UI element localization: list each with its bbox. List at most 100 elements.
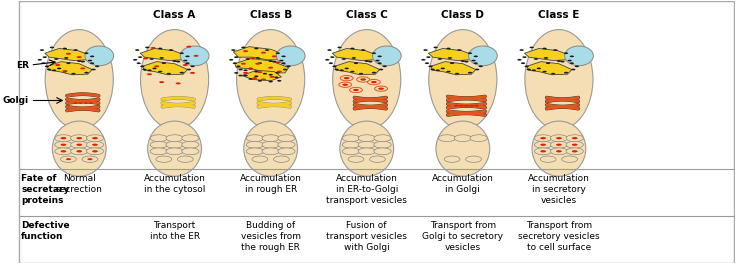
Ellipse shape (254, 71, 258, 72)
Text: ER: ER (16, 60, 29, 69)
Ellipse shape (339, 82, 352, 87)
Ellipse shape (358, 135, 375, 142)
Ellipse shape (478, 65, 483, 67)
Ellipse shape (60, 150, 66, 152)
Ellipse shape (74, 102, 78, 104)
Ellipse shape (133, 59, 138, 61)
Text: Accumulation
in the cytosol: Accumulation in the cytosol (144, 174, 205, 194)
Ellipse shape (91, 69, 96, 70)
Ellipse shape (241, 63, 246, 65)
Ellipse shape (340, 121, 394, 176)
Ellipse shape (378, 55, 382, 57)
Ellipse shape (374, 148, 391, 155)
Ellipse shape (83, 102, 88, 104)
Ellipse shape (166, 148, 183, 155)
Ellipse shape (90, 62, 94, 64)
Ellipse shape (357, 77, 369, 82)
Ellipse shape (47, 69, 52, 70)
Ellipse shape (79, 102, 82, 104)
Ellipse shape (246, 58, 250, 60)
Ellipse shape (180, 46, 209, 66)
Text: Transport from
secretory vesicles
to cell surface: Transport from secretory vesicles to cel… (518, 221, 600, 252)
Ellipse shape (329, 62, 333, 64)
Ellipse shape (436, 121, 489, 176)
Ellipse shape (286, 65, 291, 67)
Ellipse shape (52, 69, 56, 71)
Ellipse shape (344, 77, 350, 79)
Ellipse shape (52, 121, 106, 176)
Ellipse shape (265, 49, 269, 51)
Ellipse shape (556, 60, 561, 62)
Ellipse shape (45, 30, 113, 129)
Ellipse shape (350, 87, 362, 93)
Polygon shape (45, 49, 90, 60)
Ellipse shape (180, 72, 184, 73)
Ellipse shape (342, 135, 360, 142)
Ellipse shape (551, 141, 567, 148)
Ellipse shape (166, 141, 183, 148)
Ellipse shape (159, 81, 164, 83)
Ellipse shape (71, 73, 76, 74)
Ellipse shape (575, 65, 579, 67)
Ellipse shape (566, 148, 584, 155)
Ellipse shape (162, 62, 166, 64)
Ellipse shape (457, 49, 461, 51)
Ellipse shape (238, 75, 243, 76)
Ellipse shape (247, 141, 263, 148)
Ellipse shape (276, 52, 280, 54)
Ellipse shape (333, 65, 336, 67)
Ellipse shape (540, 144, 546, 146)
Ellipse shape (426, 56, 431, 58)
Ellipse shape (562, 156, 578, 162)
Ellipse shape (461, 60, 465, 62)
Ellipse shape (352, 57, 356, 59)
Ellipse shape (272, 55, 277, 57)
Ellipse shape (63, 70, 68, 72)
Ellipse shape (182, 135, 199, 142)
Polygon shape (140, 49, 185, 60)
Ellipse shape (276, 72, 280, 73)
Ellipse shape (275, 77, 278, 78)
Ellipse shape (540, 137, 546, 139)
Polygon shape (235, 58, 289, 73)
Ellipse shape (375, 86, 388, 91)
Ellipse shape (436, 69, 440, 71)
Ellipse shape (350, 71, 355, 72)
Ellipse shape (252, 156, 268, 162)
Ellipse shape (183, 60, 188, 62)
Ellipse shape (325, 59, 330, 61)
Text: Accumulation
in rough ER: Accumulation in rough ER (240, 174, 302, 194)
Ellipse shape (473, 55, 478, 57)
Ellipse shape (84, 52, 88, 54)
Ellipse shape (77, 144, 82, 146)
Ellipse shape (41, 62, 46, 64)
Ellipse shape (359, 73, 363, 74)
Ellipse shape (374, 141, 391, 148)
Ellipse shape (421, 59, 425, 61)
Polygon shape (47, 62, 92, 75)
Ellipse shape (542, 48, 547, 49)
Ellipse shape (521, 62, 526, 64)
Ellipse shape (529, 46, 534, 48)
Ellipse shape (429, 30, 497, 129)
Ellipse shape (464, 105, 469, 107)
Ellipse shape (64, 57, 68, 59)
Ellipse shape (344, 68, 349, 69)
Ellipse shape (182, 148, 199, 155)
Ellipse shape (60, 144, 66, 146)
Text: Fusion of
transport vesicles
with Golgi: Fusion of transport vesicles with Golgi (326, 221, 407, 252)
Polygon shape (242, 70, 281, 81)
Ellipse shape (342, 58, 346, 60)
Ellipse shape (537, 68, 541, 69)
Ellipse shape (546, 62, 551, 64)
Ellipse shape (464, 61, 469, 63)
Ellipse shape (466, 156, 481, 162)
Ellipse shape (469, 46, 498, 66)
Ellipse shape (473, 62, 478, 64)
Polygon shape (233, 47, 285, 60)
Ellipse shape (534, 141, 552, 148)
Ellipse shape (84, 72, 88, 73)
Ellipse shape (565, 46, 593, 66)
Ellipse shape (468, 52, 473, 54)
Ellipse shape (333, 30, 401, 129)
